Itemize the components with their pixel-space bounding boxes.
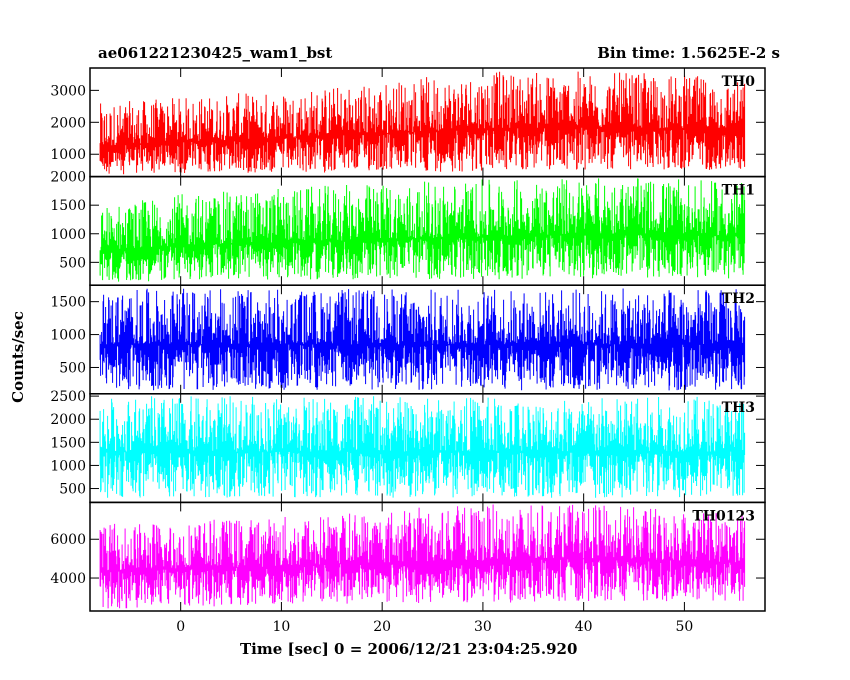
- x-tick-label: 30: [474, 619, 492, 635]
- x-axis-label: Time [sec] 0 = 2006/12/21 23:04:25.920: [240, 640, 578, 658]
- y-tick-label: 4000: [50, 571, 86, 587]
- panel-label-th3: TH3: [722, 400, 755, 416]
- y-tick-label: 2000: [50, 115, 86, 131]
- chart-subtitle: Bin time: 1.5625E-2 s: [597, 44, 780, 62]
- y-tick-label: 2000: [50, 170, 86, 186]
- series-th0-line: [99, 71, 746, 175]
- y-tick-label: 1500: [50, 295, 86, 311]
- y-tick-label: 6000: [50, 532, 86, 548]
- x-tick-label: 0: [176, 619, 185, 635]
- y-tick-label: 3000: [50, 83, 86, 99]
- series-th2-line: [99, 288, 746, 391]
- x-tick-label: 40: [575, 619, 593, 635]
- y-tick-label: 1000: [50, 458, 86, 474]
- panel-label-th0123: TH0123: [692, 508, 755, 524]
- y-tick-label: 1500: [50, 435, 86, 451]
- y-tick-label: 500: [59, 360, 86, 376]
- series-th0123-line: [99, 504, 746, 609]
- x-tick-label: 50: [675, 619, 693, 635]
- y-tick-label: 1000: [50, 328, 86, 344]
- series-th3-line: [99, 396, 746, 498]
- y-tick-label: 1500: [50, 198, 86, 214]
- y-tick-label: 2500: [50, 389, 86, 405]
- x-tick-label: 10: [273, 619, 291, 635]
- panel-label-th2: TH2: [722, 291, 755, 307]
- y-tick-label: 500: [59, 255, 86, 271]
- y-tick-label: 2000: [50, 412, 86, 428]
- panel-label-th1: TH1: [722, 183, 755, 199]
- series-th1-line: [99, 178, 746, 282]
- y-tick-label: 1000: [50, 147, 86, 163]
- x-tick-label: 20: [373, 619, 391, 635]
- y-tick-label: 500: [59, 482, 86, 498]
- y-tick-label: 1000: [50, 227, 86, 243]
- panel-label-th0: TH0: [722, 74, 756, 90]
- y-axis-label: Counts/sec: [9, 311, 27, 403]
- chart-title: ae061221230425_wam1_bst: [98, 44, 333, 62]
- panel-frame-th0123: [89, 501, 766, 612]
